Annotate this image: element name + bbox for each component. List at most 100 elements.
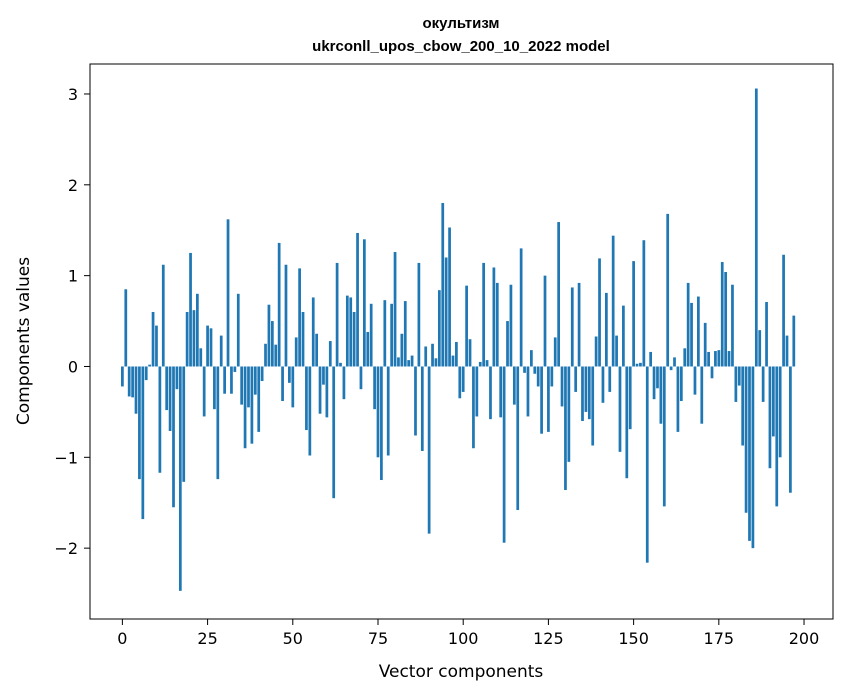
bar <box>731 284 734 367</box>
bar <box>144 366 148 381</box>
bar <box>240 366 244 405</box>
bar <box>192 310 196 367</box>
bar <box>700 366 704 424</box>
bar <box>741 366 745 446</box>
bar <box>478 361 482 367</box>
bar <box>206 325 209 367</box>
x-tick-label: 125 <box>533 629 564 648</box>
bar <box>305 366 308 431</box>
bar <box>414 366 417 436</box>
bar <box>359 366 363 390</box>
x-tick-label: 75 <box>368 629 388 648</box>
x-axis-label: Vector components <box>379 662 544 682</box>
bar <box>393 252 397 367</box>
bar <box>400 333 404 367</box>
bar <box>243 366 247 449</box>
bar <box>267 304 271 367</box>
bar <box>628 366 632 430</box>
bar <box>547 366 550 432</box>
bar <box>611 235 615 367</box>
bar <box>649 351 653 367</box>
x-tick-label: 25 <box>197 629 217 648</box>
x-tick-label: 200 <box>789 629 820 648</box>
bar <box>291 366 295 408</box>
bar <box>461 366 465 392</box>
bar <box>403 301 407 367</box>
bar <box>185 311 189 367</box>
bar <box>434 358 438 367</box>
bar <box>233 366 237 372</box>
bar <box>332 366 336 499</box>
bar <box>216 366 220 480</box>
bar <box>202 366 206 417</box>
bar <box>744 366 748 513</box>
bar <box>557 222 560 367</box>
bar <box>281 366 284 401</box>
bar <box>690 302 693 367</box>
y-axis-label: Components values <box>14 257 34 425</box>
bar <box>482 262 486 367</box>
bar <box>141 366 145 520</box>
bar <box>574 366 578 392</box>
bar <box>380 366 383 481</box>
bar <box>581 366 584 421</box>
chart-title: окультизм <box>423 15 500 32</box>
bar <box>247 366 250 408</box>
bar <box>431 343 434 367</box>
x-tick-label: 150 <box>618 629 649 648</box>
bar <box>506 321 509 367</box>
bar <box>134 366 138 414</box>
bar <box>397 357 400 367</box>
bar <box>417 262 421 367</box>
bar <box>274 344 278 367</box>
bar <box>366 331 370 367</box>
bar <box>717 350 721 367</box>
bar <box>155 325 158 367</box>
plot-frame <box>89 63 834 620</box>
bar <box>758 330 762 367</box>
bars-group <box>121 88 796 591</box>
bar <box>652 366 656 400</box>
bar <box>335 262 339 367</box>
bar <box>489 366 492 420</box>
bar <box>308 366 312 456</box>
bar <box>618 366 622 452</box>
bar <box>386 366 390 456</box>
bar <box>294 337 298 367</box>
bar <box>427 366 431 534</box>
bar <box>673 357 676 367</box>
bar <box>775 366 779 507</box>
bar <box>768 366 772 469</box>
bar <box>349 297 353 367</box>
x-tick-label: 100 <box>448 629 479 648</box>
bar <box>455 341 458 367</box>
bar <box>420 366 424 451</box>
bar <box>352 311 356 367</box>
bar <box>407 360 411 367</box>
bar <box>410 355 414 367</box>
bar <box>669 366 673 371</box>
bar <box>345 295 349 367</box>
bar <box>468 339 472 367</box>
bar <box>226 219 230 367</box>
bar <box>693 366 697 395</box>
bar <box>492 267 496 367</box>
y-tick-label: 2 <box>68 176 78 195</box>
bar <box>765 301 768 367</box>
bar <box>536 366 540 387</box>
bar <box>785 335 789 367</box>
bar <box>465 285 468 367</box>
bar <box>714 351 717 367</box>
bar <box>782 254 785 367</box>
bar <box>754 88 758 367</box>
bar <box>550 366 554 387</box>
bar <box>778 366 782 458</box>
y-tick-label: 3 <box>68 85 78 104</box>
bar <box>178 366 182 591</box>
y-axis-ticks: −2 −1 0 1 2 3 <box>54 85 90 558</box>
bar <box>325 366 329 418</box>
bar <box>771 366 775 437</box>
bar <box>369 303 373 367</box>
x-tick-label: 175 <box>704 629 735 648</box>
